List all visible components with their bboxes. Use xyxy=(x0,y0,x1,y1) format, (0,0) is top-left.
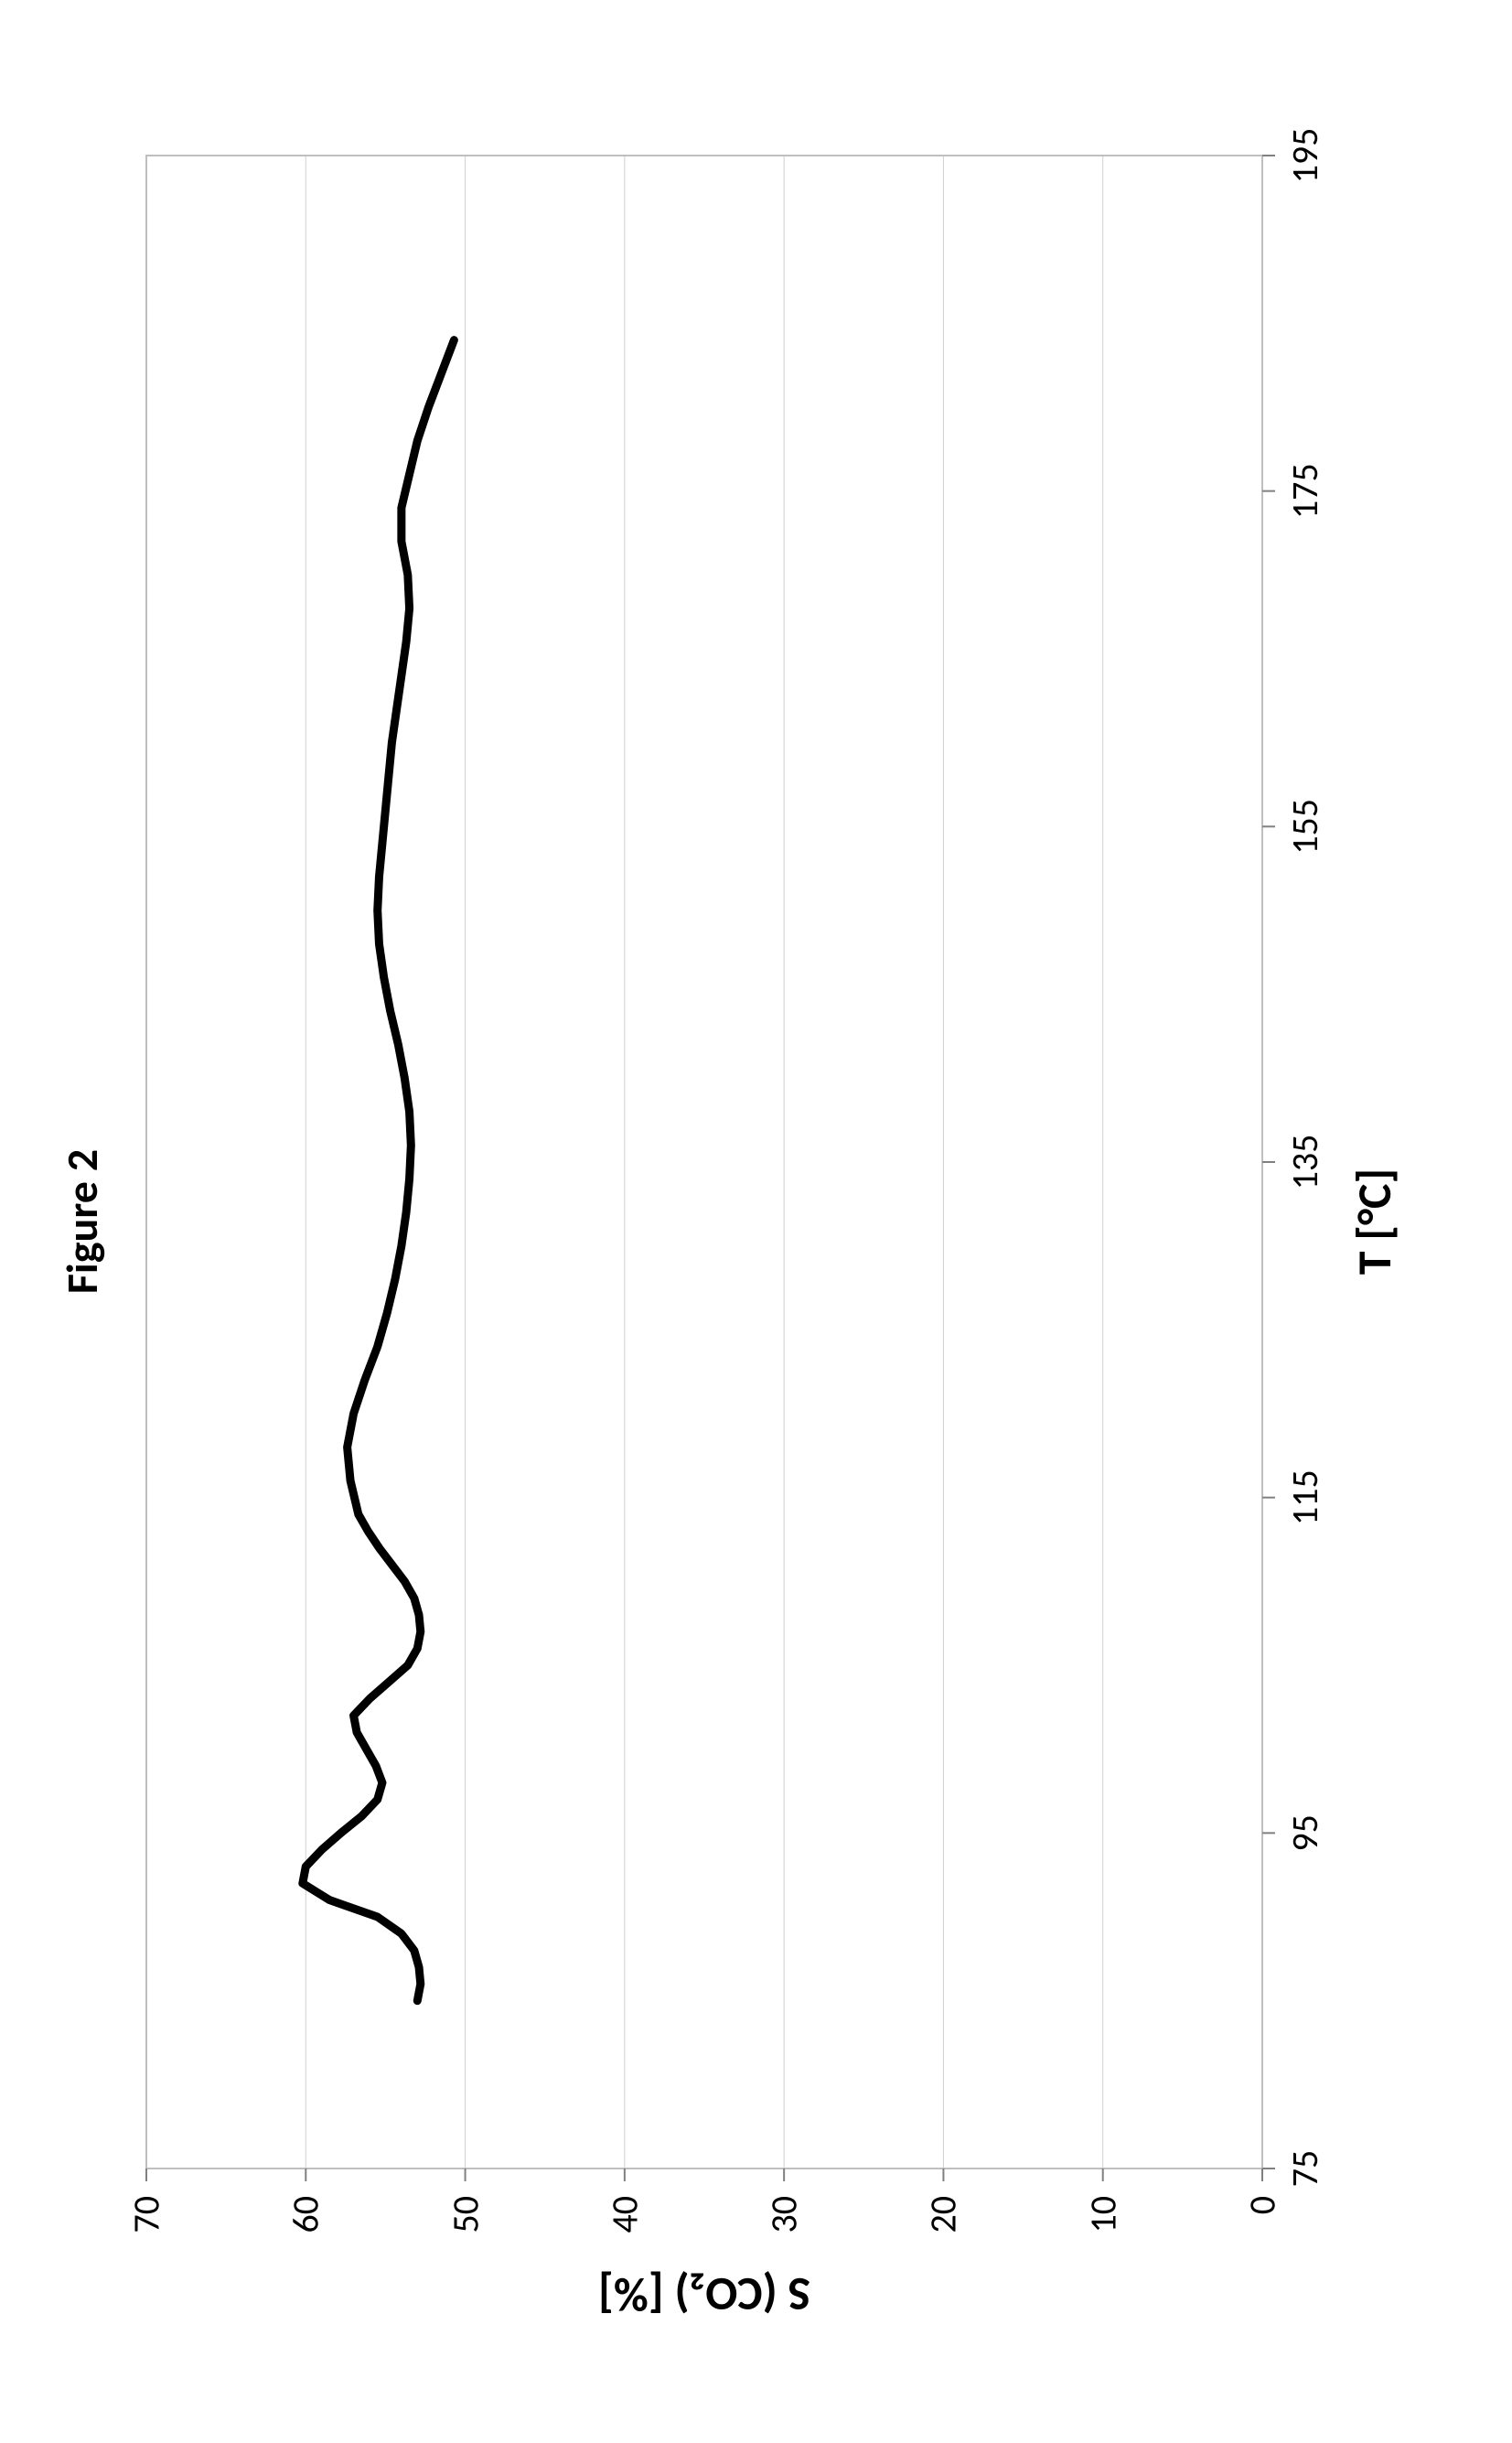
x-tick-label: 115 xyxy=(1282,1469,1327,1525)
y-tick-label: 10 xyxy=(1080,2196,1125,2251)
y-tick-label: 40 xyxy=(602,2196,647,2251)
page: Figure 2 75 95 115 135 155 175 195 0 10 20 30 40 50… xyxy=(0,0,1512,2443)
y-tick-label: 30 xyxy=(762,2196,807,2251)
x-tick-label: 195 xyxy=(1282,128,1327,184)
plot-area xyxy=(146,156,1262,2169)
landscape-canvas: Figure 2 75 95 115 135 155 175 195 0 10 20 30 40 50… xyxy=(0,0,1512,2443)
x-axis-label: T [°C] xyxy=(1345,0,1403,2443)
x-tick-label: 135 xyxy=(1282,1135,1327,1190)
y-tick-label: 20 xyxy=(921,2196,966,2251)
y-axis-label: S (CO₂) [%] xyxy=(146,2265,1262,2324)
x-tick-label: 175 xyxy=(1282,463,1327,519)
x-tick-label: 75 xyxy=(1282,2150,1327,2188)
x-tick-label: 95 xyxy=(1282,1814,1327,1852)
y-tick-label: 50 xyxy=(443,2196,488,2251)
y-tick-label: 0 xyxy=(1240,2196,1285,2251)
y-tick-label: 60 xyxy=(284,2196,328,2251)
figure-title: Figure 2 xyxy=(55,0,109,2443)
chart-svg xyxy=(146,156,1262,2169)
x-tick-label: 155 xyxy=(1282,799,1327,855)
y-tick-label: 70 xyxy=(124,2196,169,2251)
